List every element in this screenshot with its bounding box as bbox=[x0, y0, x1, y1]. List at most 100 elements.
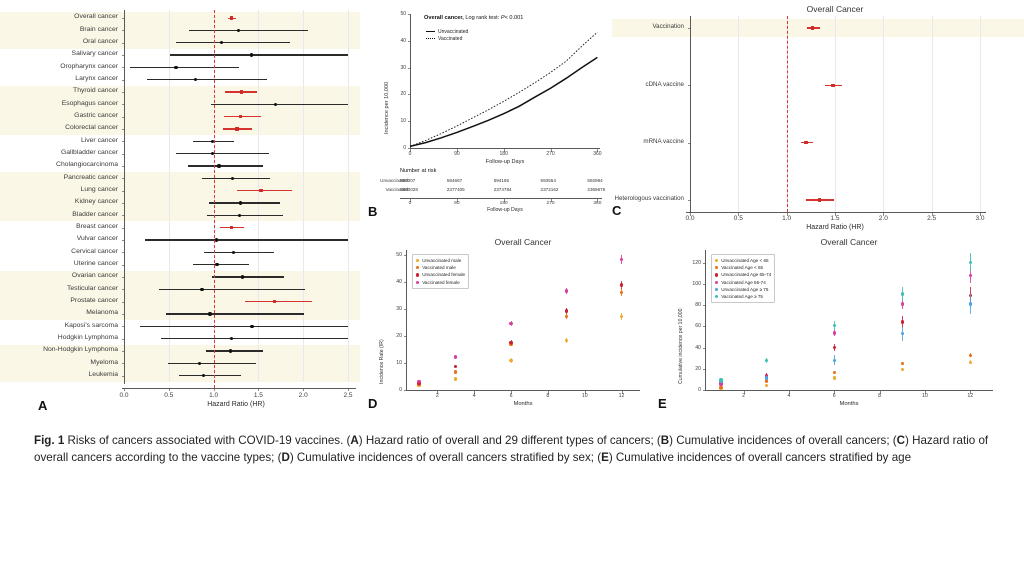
x-tick-label: 0.0 bbox=[119, 391, 129, 399]
grid-line bbox=[168, 10, 170, 382]
x-tick bbox=[348, 388, 349, 392]
confidence-interval bbox=[130, 66, 239, 68]
y-axis-line bbox=[410, 14, 411, 148]
y-tick bbox=[403, 390, 406, 391]
km-legend-label: Unvaccinated bbox=[438, 28, 469, 35]
panel-d-scatter-by-sex: Overall Cancer 0 10 20 30 40 50 2 4 6 8 10 12 Months I… bbox=[362, 228, 652, 418]
legend-label: Unvaccinated male bbox=[422, 258, 462, 264]
x-tick-label: 2.0 bbox=[298, 391, 308, 399]
x-tick bbox=[879, 391, 881, 394]
x-tick bbox=[597, 149, 599, 152]
y-tick bbox=[403, 255, 406, 257]
y-tick-label: 30 bbox=[396, 306, 402, 313]
y-tick bbox=[702, 347, 705, 349]
y-tick-label: 10 bbox=[396, 360, 402, 367]
caption-ref-d: D bbox=[281, 451, 290, 465]
y-tick bbox=[121, 301, 124, 303]
y-tick bbox=[121, 165, 124, 167]
x-axis-line bbox=[686, 212, 986, 213]
legend-row: Unvaccinated Age ≥ 75 bbox=[715, 286, 771, 293]
panel-e-scatter-by-age: Overall Cancer 0 20 40 60 80 100 120 2 4 6 8 10 12 Mon… bbox=[655, 228, 1005, 418]
legend-swatch bbox=[715, 273, 719, 277]
hazard-ratio-point bbox=[272, 299, 277, 304]
legend-label: Vaccinated Age ≥ 75 bbox=[721, 294, 763, 300]
legend-label: Vaccinated male bbox=[422, 265, 456, 271]
caption-ref-a: A bbox=[350, 434, 359, 447]
km-legend: Unvaccinated Vaccinated bbox=[426, 28, 468, 42]
forest-row-band bbox=[0, 172, 360, 222]
x-tick bbox=[835, 213, 836, 216]
data-point bbox=[832, 376, 836, 380]
data-point bbox=[719, 382, 723, 386]
y-tick-label: 120 bbox=[692, 259, 701, 266]
y-tick-label: 10 bbox=[400, 118, 406, 125]
panel-b-letter: B bbox=[368, 204, 378, 219]
legend-row: Vaccinated Age 65-74 bbox=[715, 279, 771, 286]
y-tick bbox=[121, 313, 124, 315]
confidence-interval bbox=[147, 79, 268, 81]
figure-caption: Fig. 1 Risks of cancers associated with … bbox=[34, 432, 992, 467]
panel-c-title: Overall Cancer bbox=[806, 4, 864, 14]
x-tick bbox=[474, 391, 476, 394]
confidence-interval bbox=[140, 325, 348, 327]
confidence-interval bbox=[224, 116, 262, 118]
grid-line bbox=[980, 16, 981, 212]
legend-swatch bbox=[715, 280, 719, 284]
forest-row-label: Lung cancer bbox=[80, 186, 118, 194]
y-axis-title: Cumulative incidence per 10,000 bbox=[678, 308, 684, 384]
forest-row-label: cDNA vaccine bbox=[645, 80, 684, 88]
confidence-interval bbox=[167, 362, 256, 364]
x-tick-label: 12 bbox=[967, 393, 974, 399]
y-axis-line bbox=[124, 10, 125, 384]
x-tick bbox=[437, 391, 439, 394]
y-tick bbox=[121, 104, 124, 106]
x-tick-label: 1.5 bbox=[830, 215, 840, 222]
caption-text-1: Risks of cancers associated with COVID-1… bbox=[67, 434, 351, 447]
legend-swatch bbox=[715, 259, 719, 263]
hazard-ratio-point bbox=[235, 127, 239, 131]
hazard-ratio-point bbox=[219, 40, 224, 45]
caption-figure-label: Fig. 1 bbox=[34, 434, 65, 447]
x-tick bbox=[303, 388, 305, 392]
x-tick-label: 10 bbox=[922, 393, 928, 399]
data-point bbox=[832, 346, 836, 350]
hazard-ratio-point bbox=[229, 16, 234, 20]
x-axis-line bbox=[122, 387, 356, 389]
hazard-ratio-point bbox=[211, 139, 215, 143]
data-point bbox=[564, 338, 568, 343]
y-axis-line bbox=[705, 250, 706, 390]
hazard-ratio-point bbox=[250, 324, 254, 328]
x-tick-label: 0.0 bbox=[685, 215, 695, 222]
forest-row-label: Vaccination bbox=[652, 23, 684, 31]
panel-a-forest-plot: Overall cancer Brain cancer Oral cancer Sal… bbox=[0, 0, 360, 420]
number-at-risk-tick-label: 270 bbox=[546, 201, 555, 206]
km-legend-row: Vaccinated bbox=[426, 35, 468, 42]
hazard-ratio-point bbox=[238, 201, 243, 205]
y-axis-title: Incidence Rate (IR) bbox=[379, 339, 385, 384]
data-point bbox=[564, 289, 568, 293]
x-tick-label: 1.0 bbox=[209, 391, 219, 399]
y-tick bbox=[121, 67, 124, 69]
x-tick-label: 6 bbox=[832, 393, 836, 399]
hazard-ratio-point bbox=[817, 198, 822, 202]
x-tick bbox=[786, 213, 788, 216]
legend-swatch bbox=[715, 266, 719, 270]
number-at-risk-value: 594165 bbox=[493, 178, 510, 183]
caption-text-5: ) Cumulative incidences of overall cance… bbox=[289, 451, 602, 465]
data-point bbox=[968, 360, 972, 364]
confidence-interval bbox=[201, 177, 271, 179]
x-tick bbox=[410, 149, 411, 152]
data-point bbox=[454, 377, 458, 381]
y-tick bbox=[121, 30, 124, 32]
hazard-ratio-point bbox=[202, 373, 206, 378]
legend-row: Vaccinated Age ≥ 75 bbox=[715, 293, 771, 300]
data-point bbox=[619, 257, 624, 262]
data-point bbox=[832, 370, 836, 375]
y-tick bbox=[121, 79, 124, 81]
x-axis-title: Hazard Ratio (HR) bbox=[207, 400, 265, 408]
legend: Unvaccinated Age < 65 Vaccinated Age < 65… bbox=[711, 254, 776, 304]
number-at-risk-tick-label: 0 bbox=[408, 201, 412, 206]
x-tick-label: 90 bbox=[454, 151, 460, 157]
y-tick-label: 20 bbox=[695, 365, 701, 372]
x-tick bbox=[584, 391, 586, 394]
